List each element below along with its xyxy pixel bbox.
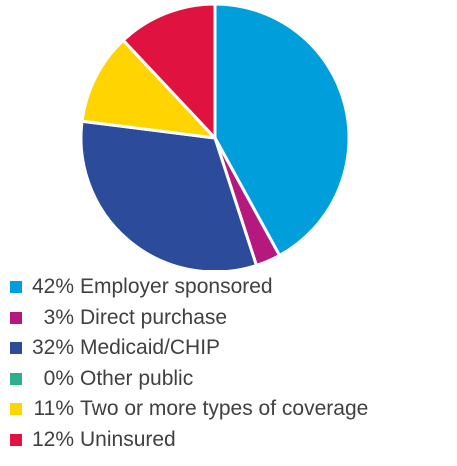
legend-item-direct-purchase: 3% Direct purchase — [10, 303, 368, 334]
legend-percent: 42% — [32, 275, 75, 299]
pie-plot — [79, 2, 351, 270]
pie-slice-medicaid-chip — [79, 119, 258, 270]
legend-label: Employer sponsored — [80, 275, 273, 299]
pie-slice-two-or-more-types-of-coverage — [80, 38, 217, 140]
legend-percent: 0% — [43, 366, 74, 390]
legend-label: Two or more types of coverage — [80, 397, 369, 421]
legend-item-uninsured: 12% Uninsured — [10, 425, 368, 456]
legend-item-employer-sponsored: 42% Employer sponsored — [10, 272, 368, 303]
pie-slice-uninsured — [121, 2, 217, 140]
legend-percent: 12% — [32, 427, 75, 451]
legend-label: Direct purchase — [80, 305, 228, 329]
pie-slice-employer-sponsored — [213, 2, 351, 257]
legend-percent: 3% — [43, 305, 74, 329]
legend: 42% Employer sponsored 3% Direct purchas… — [10, 272, 368, 455]
legend-label: Other public — [80, 366, 194, 390]
legend-swatch — [10, 281, 22, 294]
legend-swatch — [10, 311, 22, 324]
legend-swatch — [10, 372, 22, 385]
legend-percent: 32% — [32, 336, 75, 360]
legend-label: Uninsured — [80, 427, 176, 451]
legend-swatch — [10, 433, 22, 446]
legend-swatch — [10, 342, 22, 355]
legend-percent: 11% — [33, 397, 74, 421]
legend-swatch — [10, 403, 22, 416]
legend-item-two-or-more: 11% Two or more types of coverage — [10, 394, 368, 425]
legend-item-medicaid-chip: 32% Medicaid/CHIP — [10, 333, 368, 364]
legend-item-other-public: 0% Other public — [10, 364, 368, 395]
legend-label: Medicaid/CHIP — [80, 336, 221, 360]
